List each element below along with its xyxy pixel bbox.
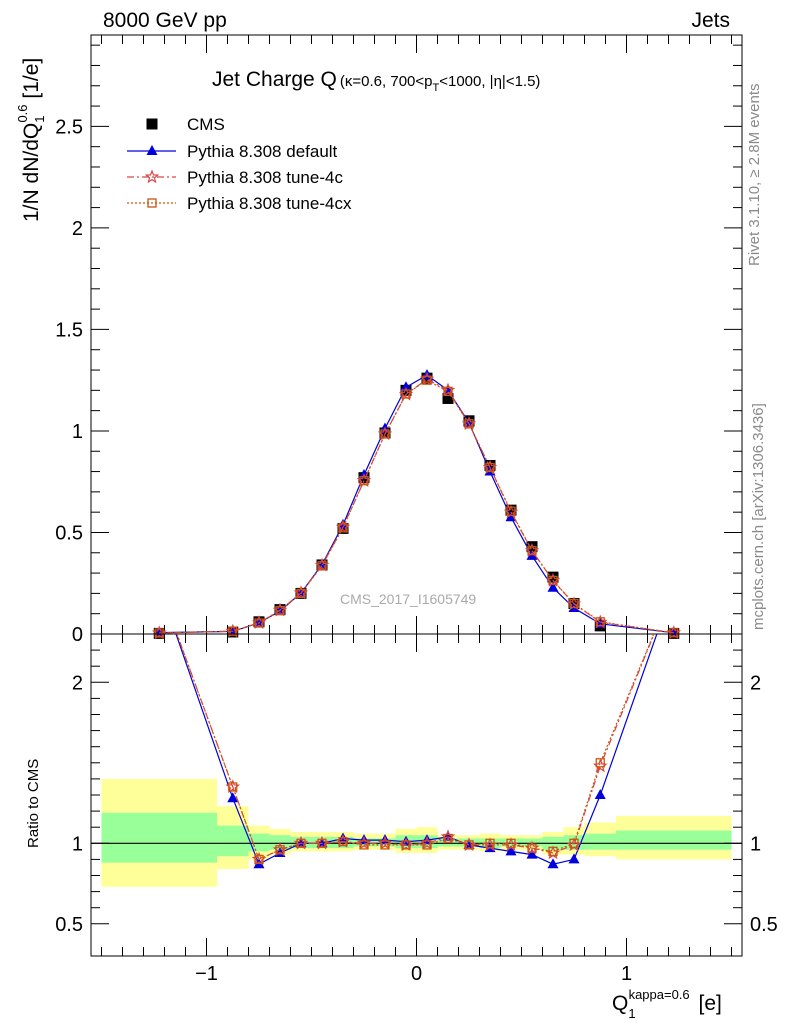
ratio-data-point [227,792,239,803]
ratio-data-point [505,845,517,856]
watermark: CMS_2017_I1605749 [340,591,476,607]
ratio-series-line [176,634,655,861]
ratio-data-point [380,840,390,850]
data-point [400,381,412,392]
ratio-data-point [228,782,238,792]
ratio-data-point [254,854,264,865]
chart-title: Jet Charge Q (κ=0.6, 700<pT<1000, |η|<1.5… [212,68,540,94]
data-point [484,459,496,471]
data-point [422,375,432,385]
ratio-data-point [359,840,369,850]
legend-label: Pythia 8.308 default [187,142,338,161]
data-point [506,506,516,516]
uncertainty-band-inner [101,812,217,863]
ratio-data-point [547,858,559,869]
uncertainty-band-inner [217,825,249,857]
data-point [296,588,306,599]
legend-label: Pythia 8.308 tune-4cx [187,194,352,213]
ratio-data-point [154,580,165,590]
ratio-series-pythia-8-308-tune-4cx [155,582,678,865]
data-point [401,389,411,399]
ratio-data-point [422,840,432,850]
y-tick-label: 2 [72,218,83,240]
legend-marker [146,118,158,130]
legend-marker [144,169,160,184]
uncertainty-band-inner [584,833,616,850]
series-pythia-8-308-tune-4cx [154,375,679,638]
ratio-data-point [443,833,453,844]
ratio-y-axis-label: Ratio to CMS [25,759,42,848]
legend-label: CMS [187,115,225,134]
ratio-data-point [338,837,348,847]
uncertainty-band-inner [332,836,354,849]
ratio-data-point [594,789,606,799]
data-point [254,618,264,628]
data-point [527,546,537,556]
y-tick-label: 0 [72,624,83,646]
ratio-data-point [548,846,558,856]
legend: CMS Pythia 8.308 default Pythia 8.308 tune… [127,115,352,213]
ratio-data-point [526,848,538,859]
data-point [548,575,558,586]
x-tick-label: −1 [195,963,218,985]
ratio-data-point [506,838,516,848]
data-point [338,523,348,533]
y-tick-label: 1.5 [55,319,83,341]
ratio-data-point [568,853,580,864]
data-point [443,386,453,397]
ratio-y-tick-label: 1 [72,833,83,855]
ratio-y-tick-label-right: 1 [750,833,761,855]
data-point [317,561,327,571]
x-tick-label: 1 [621,963,632,985]
data-point [547,571,559,583]
legend-marker [146,145,158,155]
x-tick-label: 0 [411,963,422,985]
y-tick-label: 0.5 [55,522,83,544]
y-tick-label: 1 [72,421,83,443]
ratio-data-point [670,582,678,590]
ratio-y-tick-label-right: 2 [750,672,761,694]
data-point [505,511,517,522]
ratio-data-point [569,838,579,848]
ratio-data-point [275,845,285,855]
y-axis-label: 1/N dN/dQ10.6 [1/e] [15,58,47,222]
x-axis-label: Q1kappa=0.6 [e] [612,987,722,1021]
uncertainty-band-inner [500,838,522,847]
y-tick-label: 2.5 [55,116,83,138]
process-label: Jets [691,9,730,32]
ratio-data-point [155,582,163,590]
ratio-y-tick-label: 0.5 [55,914,83,936]
data-point [669,628,679,638]
data-point [442,392,454,404]
data-point [154,628,164,638]
data-point [595,617,605,627]
uncertainty-band-inner [616,830,732,850]
data-point [380,429,390,439]
ratio-data-point [527,843,537,853]
data-point [547,581,559,592]
data-point [275,605,285,616]
ratio-y-tick-label-right: 0.5 [750,914,778,936]
ratio-data-point [296,838,306,848]
data-point [464,419,474,429]
ratio-data-point [668,580,679,590]
uncertainty-band-inner [248,833,270,852]
ratio-data-point [154,580,166,591]
energy-label: 8000 GeV pp [103,9,227,32]
ratio-data-point [595,758,605,768]
ratio-data-point [485,838,495,848]
data-point [359,476,369,486]
ratio-data-point [464,840,474,850]
data-point [569,598,579,609]
ratio-data-point [401,840,411,850]
legend-marker [147,198,157,208]
ratio-data-point [668,580,680,591]
data-point [505,504,517,516]
legend-label: Pythia 8.308 tune-4c [187,168,343,187]
ratio-y-tick-label: 2 [72,672,83,694]
data-point [228,626,238,636]
data-point [485,462,495,473]
ratio-data-point [317,838,327,848]
